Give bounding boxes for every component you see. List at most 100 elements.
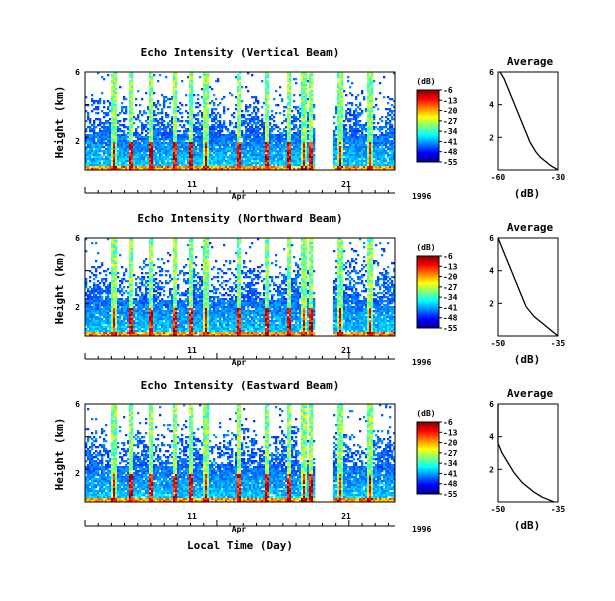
heatmap-cell [171, 132, 174, 135]
heatmap-cell [383, 140, 386, 143]
heatmap-cell [131, 76, 134, 79]
heatmap-cell [255, 100, 258, 103]
heatmap-cell [271, 156, 274, 159]
heatmap-cell [367, 96, 370, 99]
heatmap-cell [113, 154, 116, 157]
heatmap-cell [299, 120, 302, 123]
heatmap-cell [351, 168, 354, 171]
heatmap-cell [305, 98, 308, 101]
heatmap-cell [225, 142, 228, 145]
heatmap-cell [377, 140, 380, 143]
heatmap-cell [131, 148, 134, 151]
heatmap-cell [389, 114, 392, 117]
heatmap-cell [231, 166, 234, 169]
heatmap-cell [211, 88, 214, 91]
heatmap-cell [205, 102, 208, 105]
heatmap-cell [89, 148, 92, 151]
heatmap-cell [341, 108, 344, 111]
heatmap-cell [111, 326, 114, 329]
heatmap-cell [311, 124, 314, 127]
y-axis-label: Height (km) [53, 86, 66, 159]
heatmap-cell [173, 148, 176, 151]
heatmap-cell [167, 98, 170, 101]
heatmap-cell [245, 158, 248, 161]
heatmap-cell [201, 152, 204, 155]
heatmap-cell [185, 156, 188, 159]
heatmap-cell [389, 162, 392, 165]
heatmap-cell [93, 306, 96, 309]
heatmap-cell [303, 102, 306, 105]
heatmap-cell [237, 134, 240, 137]
heatmap-cell [109, 272, 112, 275]
heatmap-cell [175, 164, 178, 167]
heatmap-cell [163, 100, 166, 103]
heatmap-cell [391, 154, 394, 157]
heatmap-cell [151, 98, 154, 101]
heatmap-cell [111, 272, 114, 275]
heatmap-cell [103, 304, 106, 307]
heatmap-cell [189, 88, 192, 91]
heatmap-cell [239, 102, 242, 105]
heatmap-cell [93, 126, 96, 129]
heatmap-cell [217, 112, 220, 115]
heatmap-cell [375, 140, 378, 143]
heatmap-cell [155, 152, 158, 155]
heatmap-cell [245, 152, 248, 155]
heatmap-cell [345, 154, 348, 157]
heatmap-cell [163, 124, 166, 127]
heatmap-cell [153, 144, 156, 147]
heatmap-cell [125, 280, 128, 283]
heatmap-cell [151, 108, 154, 111]
heatmap-cell [353, 154, 356, 157]
heatmap-cell [213, 140, 216, 143]
heatmap-cell [117, 130, 120, 133]
heatmap-cell [115, 156, 118, 159]
heatmap-cell [265, 98, 268, 101]
heatmap-cell [345, 166, 348, 169]
heatmap-cell [119, 314, 122, 317]
heatmap-cell [377, 122, 380, 125]
heatmap-cell [347, 142, 350, 145]
heatmap-cell [307, 152, 310, 155]
heatmap-cell [91, 142, 94, 145]
heatmap-cell [301, 102, 304, 105]
heatmap-cell [193, 138, 196, 141]
heatmap-cell [121, 312, 124, 315]
heatmap-cell [105, 312, 108, 315]
heatmap-cell [155, 132, 158, 135]
heatmap-cell [203, 156, 206, 159]
heatmap-cell [371, 116, 374, 119]
heatmap-cell [191, 142, 194, 145]
heatmap-cell [95, 322, 98, 325]
heatmap-cell [121, 328, 124, 331]
heatmap-cell [233, 126, 236, 129]
heatmap-cell [303, 132, 306, 135]
heatmap-cell [263, 136, 266, 139]
heatmap-cell [371, 72, 374, 75]
heatmap-cell [157, 156, 160, 159]
heatmap-cell [287, 166, 290, 169]
heatmap-cell [115, 92, 118, 95]
heatmap-cell [121, 282, 124, 285]
heatmap-cell [279, 154, 282, 157]
heatmap-cell [265, 124, 268, 127]
heatmap-cell [341, 154, 344, 157]
heatmap-cell [351, 158, 354, 161]
heatmap-cell [363, 144, 366, 147]
heatmap-cell [95, 276, 98, 279]
heatmap-cell [127, 154, 130, 157]
heatmap-cell [115, 168, 118, 171]
heatmap-cell [207, 72, 210, 75]
heatmap-cell [89, 152, 92, 155]
heatmap-cell [333, 146, 336, 149]
heatmap-cell [381, 116, 384, 119]
heatmap-cell [285, 160, 288, 163]
heatmap-cell [159, 104, 162, 107]
heatmap-cell [293, 150, 296, 153]
heatmap-cell [217, 136, 220, 139]
heatmap-cell [95, 112, 98, 115]
heatmap-cell [345, 152, 348, 155]
heatmap-cell [373, 150, 376, 153]
heatmap-cell [339, 104, 342, 107]
heatmap-cell [301, 132, 304, 135]
